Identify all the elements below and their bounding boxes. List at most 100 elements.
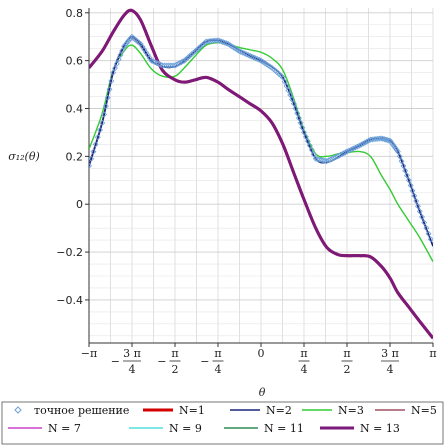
exact-solution-point: [254, 56, 261, 63]
x-tick-label: 3 π4: [380, 347, 399, 376]
exact-solution-point: [297, 119, 304, 126]
y-tick-label: 0: [76, 198, 83, 211]
x-tick-text: −π: [81, 347, 97, 360]
exact-solution-point: [419, 214, 425, 220]
exact-solution-point: [223, 40, 230, 47]
exact-solution-point: [342, 149, 349, 156]
exact-solution-point: [287, 91, 294, 98]
y-tick-label: 0.6: [66, 55, 84, 68]
exact-solution-point: [124, 38, 131, 45]
series-exact-solution: [89, 33, 433, 243]
exact-solution-point: [199, 41, 206, 48]
exact-solution-point: [122, 41, 129, 48]
exact-solution-point: [150, 58, 157, 65]
exact-solution-point: [155, 60, 162, 67]
exact-solution-point: [188, 51, 195, 58]
exact-solution-point: [352, 144, 359, 151]
legend-item: N = 13: [320, 422, 400, 435]
exact-solution-point: [348, 146, 355, 153]
exact-solution-point: [108, 78, 115, 84]
exact-solution-point: [425, 230, 432, 237]
exact-solution-point: [301, 129, 307, 136]
exact-solution-point: [252, 55, 259, 62]
exact-solution-point: [402, 167, 409, 174]
x-tick-label: π4: [298, 347, 310, 376]
exact-solution-point: [356, 142, 363, 149]
exact-solution-point: [159, 62, 166, 69]
y-tick-label: 0.8: [66, 7, 84, 20]
exact-solution-point: [179, 58, 186, 65]
x-tick-minus: −: [200, 355, 209, 368]
exact-solution-point: [117, 52, 124, 59]
exact-solution-point: [312, 155, 319, 162]
exact-solution-point: [197, 43, 204, 50]
exact-solution-point: [314, 156, 321, 163]
legend-item: точное решение: [14, 404, 129, 417]
legend-label: N=1: [179, 404, 205, 417]
exact-solution-point: [126, 36, 133, 43]
exact-solution-point: [413, 198, 420, 204]
exact-solution-point: [407, 182, 414, 189]
exact-solution-point: [421, 219, 428, 226]
exact-solution-point: [112, 65, 118, 72]
y-axis-label: σ₁₂(θ): [8, 150, 40, 163]
legend-item: N=3: [302, 404, 364, 417]
x-tick-denominator: 4: [301, 363, 308, 376]
exact-solution-point: [236, 48, 243, 55]
x-tick-denominator: 2: [344, 363, 351, 376]
y-tick-label: −0.4: [56, 294, 83, 307]
exact-solution-point: [161, 62, 168, 69]
exact-solution-point: [281, 78, 288, 85]
exact-solution-point: [154, 60, 160, 67]
legend-label: N=2: [266, 404, 292, 417]
exact-solution-point: [115, 56, 122, 63]
exact-solution-point: [304, 138, 311, 145]
legend-item: N = 11: [224, 422, 304, 435]
exact-solution-point: [354, 143, 361, 150]
exact-solution-point: [192, 48, 199, 55]
exact-solution-point: [414, 203, 421, 210]
legend-label: N=5: [411, 404, 437, 417]
exact-solution-point: [409, 187, 416, 194]
exact-solution-point: [320, 157, 327, 164]
y-tick-label: −0.2: [56, 246, 83, 259]
legend-swatch: [14, 406, 22, 414]
series-n-3: [89, 41, 433, 262]
exact-solution-point: [310, 151, 317, 158]
exact-solution-point: [167, 62, 174, 69]
exact-solution-point: [306, 142, 313, 149]
exact-solution-point: [423, 225, 430, 232]
exact-solution-point: [186, 52, 193, 59]
exact-solution-point: [104, 94, 111, 101]
x-tick-minus: −: [111, 355, 120, 368]
exact-solution-point: [102, 103, 109, 110]
x-tick-numerator: 3 π: [123, 347, 141, 360]
x-tick-label: −π: [81, 347, 97, 360]
exact-solution-point: [302, 133, 309, 140]
legend-box: [1, 401, 444, 445]
exact-solution-point: [190, 49, 197, 56]
exact-solution-point: [360, 140, 367, 147]
exact-solution-point: [404, 172, 410, 179]
x-tick-numerator: π: [343, 347, 350, 360]
exact-solution-point: [405, 177, 412, 184]
exact-solution-point: [183, 56, 190, 63]
exact-solution-point: [148, 57, 155, 64]
exact-solution-point: [113, 60, 120, 67]
legend: точное решение N=1 N=2 N=3 N=5 N = 7 N = 9 N = …: [1, 401, 444, 445]
exact-solution-point: [350, 145, 357, 152]
x-tick-numerator: π: [300, 347, 307, 360]
exact-solution-point: [316, 156, 323, 163]
exact-solution-point: [283, 83, 290, 90]
exact-solution-point: [97, 127, 103, 134]
exact-solution-point: [292, 105, 299, 112]
exact-solution-point: [396, 153, 403, 160]
x-tick-label: 0: [258, 347, 265, 360]
exact-solution-point: [318, 156, 325, 163]
x-tick-label: π2: [341, 347, 353, 376]
x-tick-numerator: π: [171, 347, 178, 360]
y-tick-label: 0.4: [66, 103, 84, 116]
exact-solution-point: [362, 139, 368, 146]
x-tick-text: 0: [258, 347, 265, 360]
